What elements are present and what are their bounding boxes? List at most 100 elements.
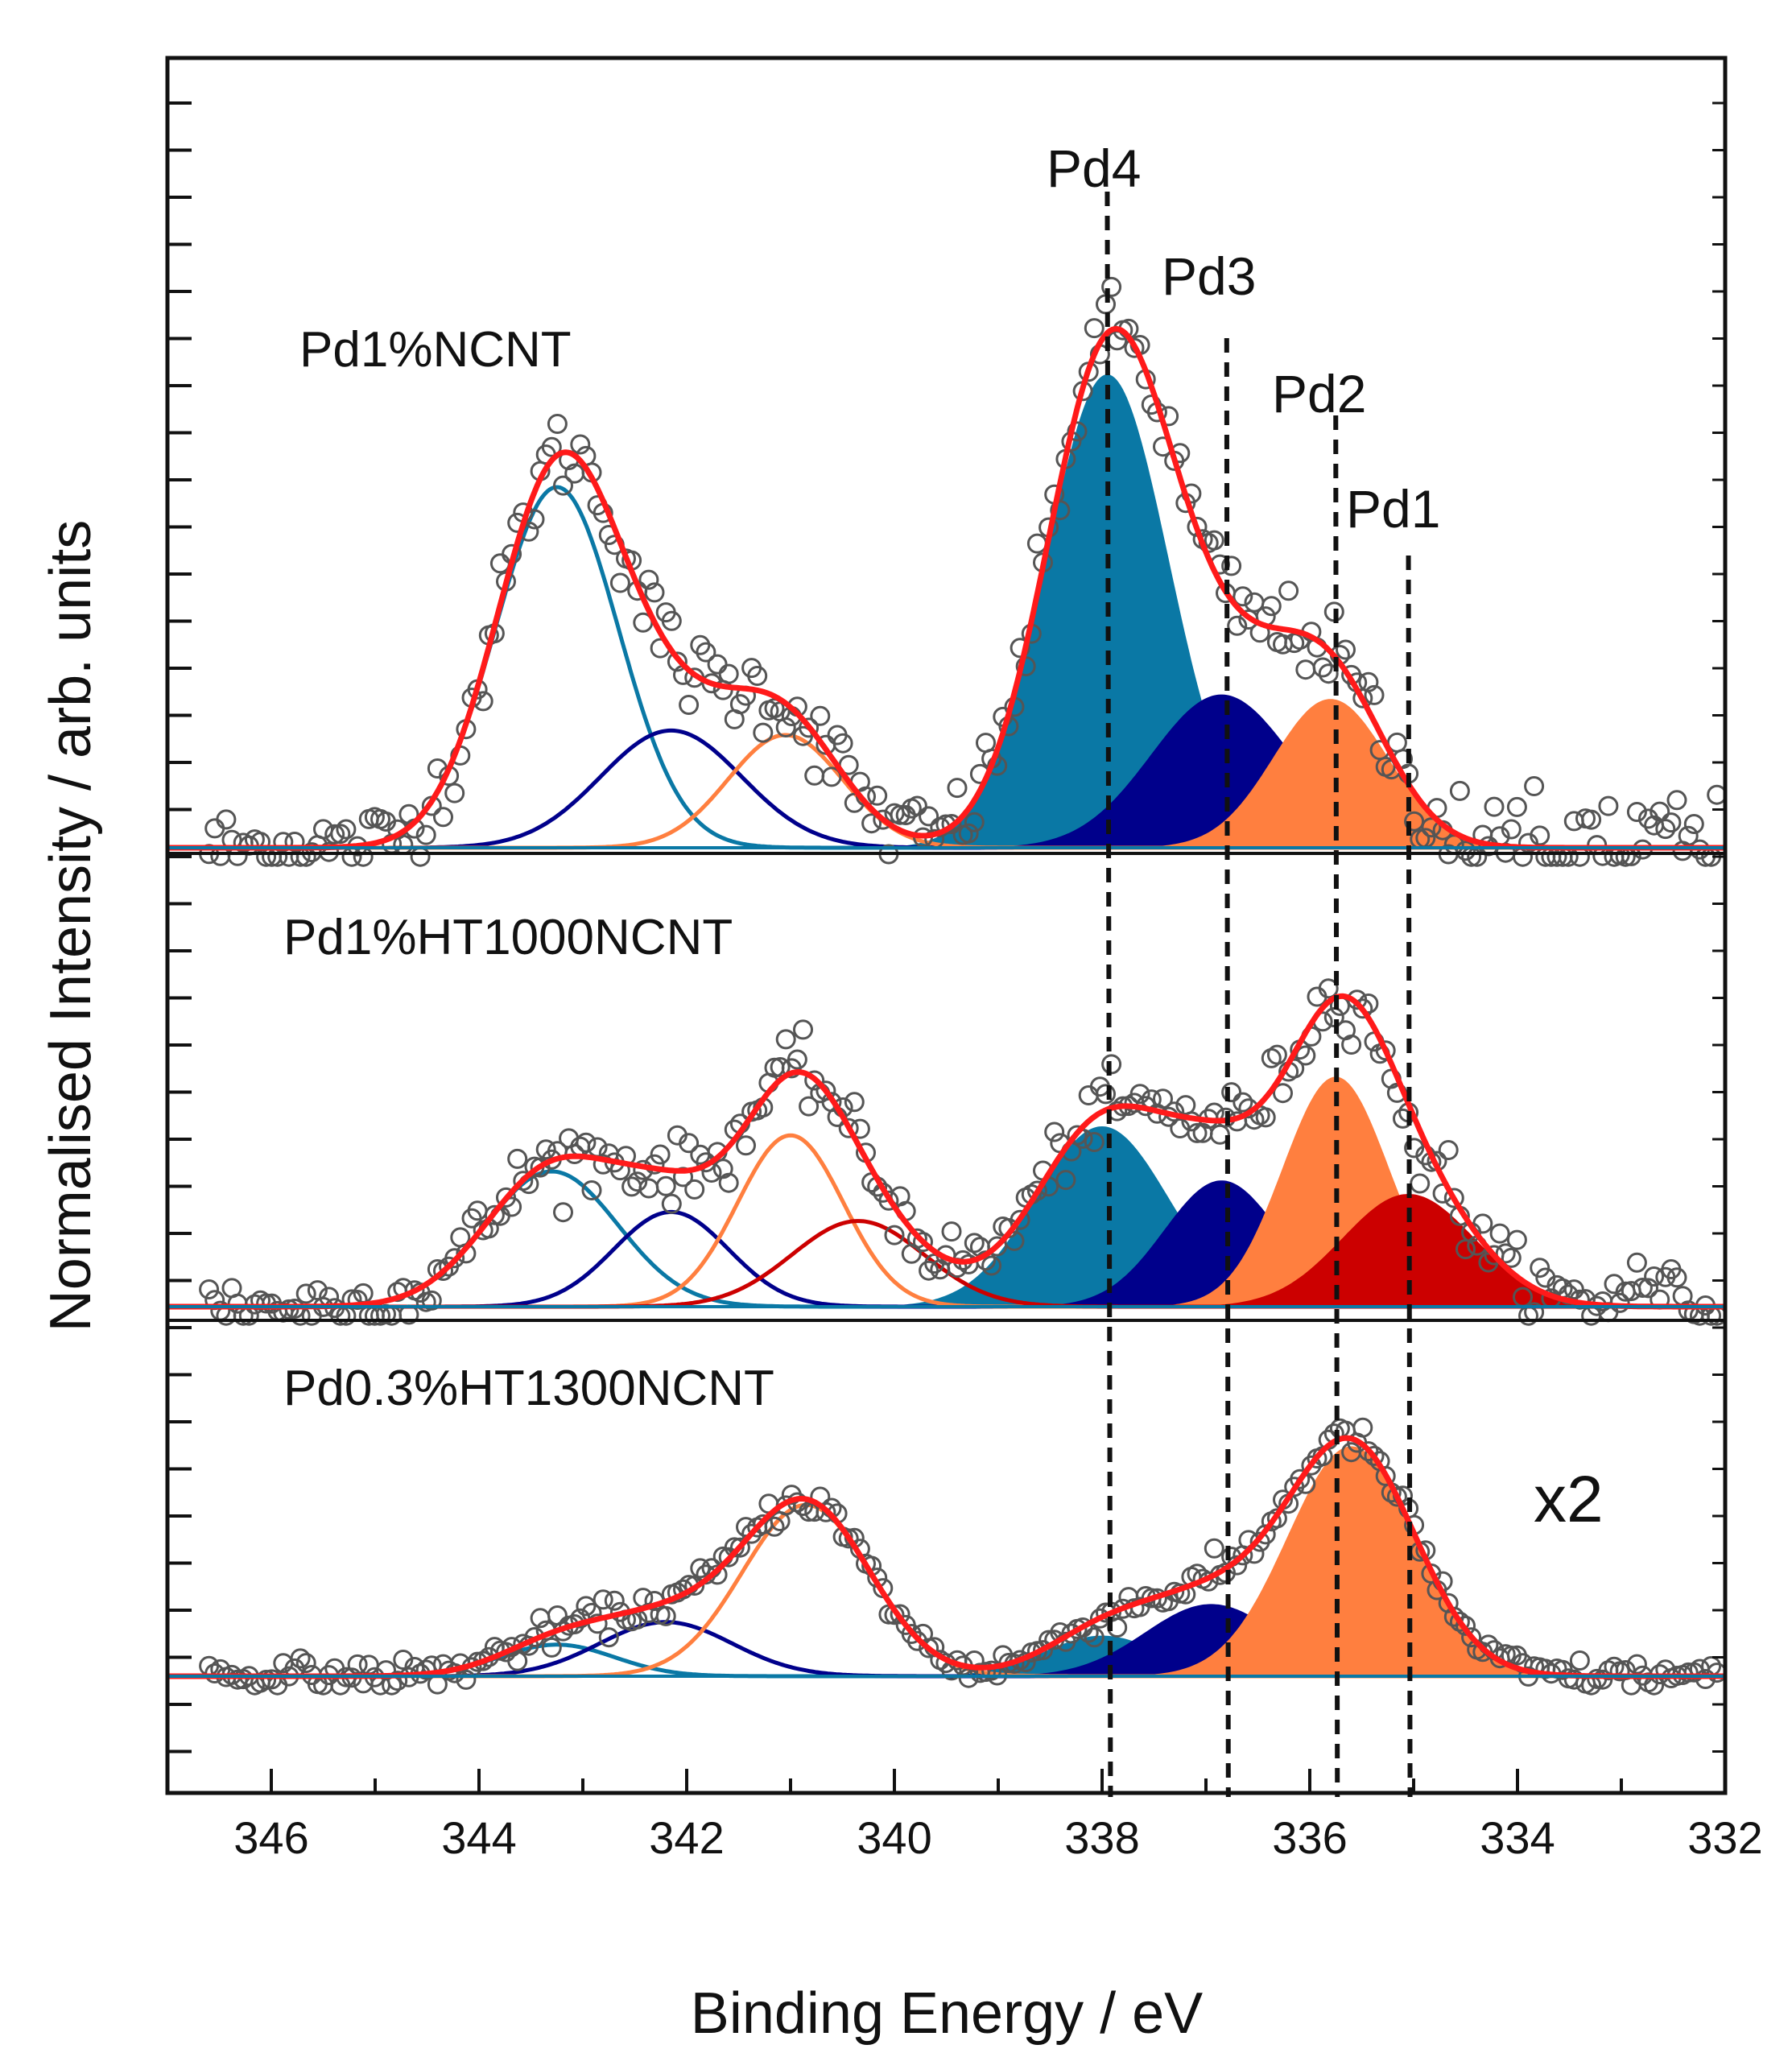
peak-fill-pd1-panel-2 — [167, 1194, 1725, 1307]
data-point-panel-2 — [793, 1019, 813, 1040]
scale-note-x2: x2 — [1534, 1463, 1604, 1536]
data-point-panel-1 — [867, 785, 888, 806]
data-point-panel-3 — [256, 1670, 277, 1690]
data-point-panel-2 — [1638, 1278, 1658, 1299]
data-point-panel-3 — [655, 1605, 676, 1626]
data-point-panel-2 — [736, 1135, 756, 1156]
data-point-panel-1 — [1312, 657, 1333, 678]
data-point-panel-2 — [787, 1049, 807, 1070]
data-point-panel-2 — [1221, 1082, 1242, 1103]
data-point-panel-2 — [770, 1057, 791, 1077]
data-point-panel-1 — [1227, 615, 1248, 636]
data-point-panel-2 — [1375, 1040, 1396, 1061]
data-point-panel-1 — [861, 813, 882, 834]
x-tick-label-336: 336 — [1272, 1812, 1347, 1863]
x-tick-label-346: 346 — [233, 1812, 308, 1863]
data-point-panel-2 — [913, 1232, 933, 1253]
data-point-panel-2 — [1187, 1122, 1208, 1143]
data-point-panel-2 — [1255, 1107, 1276, 1128]
data-point-panel-2 — [1666, 1267, 1687, 1288]
reference-line-pd2 — [1333, 415, 1340, 1798]
data-point-panel-3 — [593, 1589, 613, 1610]
x-tick-label-332: 332 — [1687, 1812, 1762, 1863]
data-point-panel-2 — [712, 1159, 733, 1179]
data-point-panel-1 — [906, 795, 927, 816]
data-point-panel-3 — [1033, 1640, 1053, 1661]
reference-line-pd4 — [1105, 191, 1113, 1798]
data-point-panel-2 — [593, 1154, 613, 1175]
data-point-panel-2 — [964, 1233, 985, 1254]
data-point-panel-1 — [570, 434, 591, 455]
data-point-panel-2 — [421, 1290, 442, 1311]
data-point-panel-3 — [1084, 1627, 1105, 1648]
data-point-panel-1 — [1449, 780, 1470, 801]
data-point-panel-1 — [821, 766, 842, 787]
data-point-panel-3 — [1626, 1654, 1647, 1675]
data-point-panel-2 — [1295, 1045, 1316, 1066]
data-point-panel-2 — [941, 1221, 962, 1242]
data-point-panel-1 — [541, 436, 562, 457]
data-point-panel-1 — [775, 717, 796, 737]
data-point-panel-3 — [456, 1669, 477, 1690]
data-point-panel-3 — [473, 1650, 493, 1671]
data-point-panel-1 — [958, 823, 979, 844]
data-point-panel-3 — [598, 1627, 619, 1648]
data-point-panel-1 — [1650, 801, 1670, 822]
data-point-panel-3 — [1352, 1417, 1373, 1438]
data-point-panel-2 — [1318, 978, 1339, 999]
data-point-panel-2 — [1026, 1180, 1047, 1201]
data-point-panel-1 — [324, 824, 345, 845]
data-point-panel-1 — [1364, 684, 1385, 705]
data-point-panel-2 — [553, 1202, 573, 1223]
data-point-panel-1 — [941, 814, 962, 834]
reference-line-pd3 — [1224, 337, 1231, 1798]
data-point-panel-2 — [1443, 1188, 1464, 1208]
data-point-panel-2 — [650, 1144, 671, 1165]
data-point-panel-3 — [1266, 1508, 1287, 1529]
y-axis-title: Normalised Intensity / arb. units — [39, 520, 103, 1332]
data-point-panel-2 — [1632, 1278, 1653, 1298]
data-point-panel-1 — [919, 806, 939, 827]
data-point-panel-1 — [609, 572, 630, 593]
data-point-panel-3 — [295, 1653, 316, 1674]
data-point-panel-2 — [878, 1190, 899, 1211]
data-point-panel-2 — [661, 1193, 682, 1214]
panel-label-pd1-ncnt: Pd1%NCNT — [299, 322, 572, 378]
data-point-panel-1 — [1581, 809, 1602, 830]
data-point-panel-1 — [1318, 663, 1339, 684]
data-point-panel-1 — [799, 717, 820, 738]
data-point-panel-1 — [1661, 812, 1682, 833]
data-point-panel-3 — [690, 1558, 711, 1579]
data-point-panel-2 — [581, 1180, 602, 1200]
data-point-panel-2 — [1044, 1122, 1065, 1142]
data-point-panel-2 — [199, 1279, 220, 1299]
data-point-panel-2 — [804, 1070, 825, 1091]
data-point-panel-1 — [747, 666, 768, 686]
data-point-panel-3 — [541, 1637, 562, 1658]
data-point-panel-1 — [1261, 596, 1282, 617]
data-point-panel-1 — [890, 804, 910, 825]
data-point-panel-2 — [535, 1139, 556, 1160]
data-point-panel-2 — [1266, 1044, 1287, 1065]
envelope-fit-panel-3 — [167, 1435, 1726, 1679]
data-point-panel-1 — [433, 807, 453, 828]
data-point-panel-2 — [1626, 1252, 1647, 1273]
data-point-panel-2 — [1501, 1247, 1522, 1268]
data-point-panel-2 — [684, 1179, 705, 1200]
data-point-panel-3 — [1255, 1524, 1276, 1545]
data-point-panel-1 — [1221, 556, 1242, 576]
data-point-panel-3 — [290, 1648, 311, 1669]
data-point-panel-1 — [667, 651, 687, 672]
data-point-panel-1 — [1655, 819, 1676, 840]
data-point-panel-3 — [981, 1660, 1002, 1681]
axis-ticks-layer: 346 344 342 340 338 336 334 332 — [166, 101, 1763, 1863]
data-point-panel-2 — [1010, 1209, 1030, 1230]
data-point-panel-1 — [661, 610, 682, 631]
data-point-panel-2 — [1472, 1213, 1493, 1234]
x-tick-label-338: 338 — [1064, 1812, 1139, 1863]
envelope-fit-panel-2 — [167, 993, 1726, 1310]
envelope-fit-panel-1 — [167, 325, 1726, 851]
data-point-panel-2 — [799, 1096, 820, 1117]
data-point-panel-2 — [1273, 1083, 1293, 1104]
